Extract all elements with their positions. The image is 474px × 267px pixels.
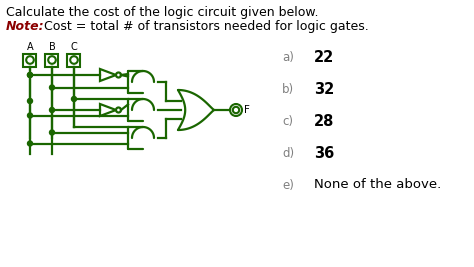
Text: Note:: Note: <box>6 20 45 33</box>
Text: e): e) <box>282 179 294 191</box>
Text: None of the above.: None of the above. <box>314 179 441 191</box>
Text: Calculate the cost of the logic circuit given below.: Calculate the cost of the logic circuit … <box>6 6 319 19</box>
Circle shape <box>27 141 33 146</box>
Text: Cost = total # of transistors needed for logic gates.: Cost = total # of transistors needed for… <box>36 20 369 33</box>
Text: 36: 36 <box>314 146 334 160</box>
Circle shape <box>27 113 33 118</box>
Text: B: B <box>49 42 55 52</box>
Text: A: A <box>27 42 33 52</box>
Bar <box>24 53 36 66</box>
Circle shape <box>49 108 55 112</box>
Circle shape <box>27 99 33 104</box>
Text: d): d) <box>282 147 294 159</box>
Text: a): a) <box>282 50 294 64</box>
Bar <box>46 53 58 66</box>
Text: C: C <box>71 42 77 52</box>
Text: c): c) <box>282 115 293 128</box>
Circle shape <box>27 73 33 77</box>
Text: F: F <box>245 105 250 115</box>
Circle shape <box>27 73 33 77</box>
Circle shape <box>49 130 55 135</box>
Text: 22: 22 <box>314 49 334 65</box>
Text: b): b) <box>282 83 294 96</box>
Bar <box>67 53 81 66</box>
Circle shape <box>49 85 55 90</box>
Text: 32: 32 <box>314 81 334 96</box>
Circle shape <box>72 96 76 101</box>
Text: 28: 28 <box>314 113 334 128</box>
